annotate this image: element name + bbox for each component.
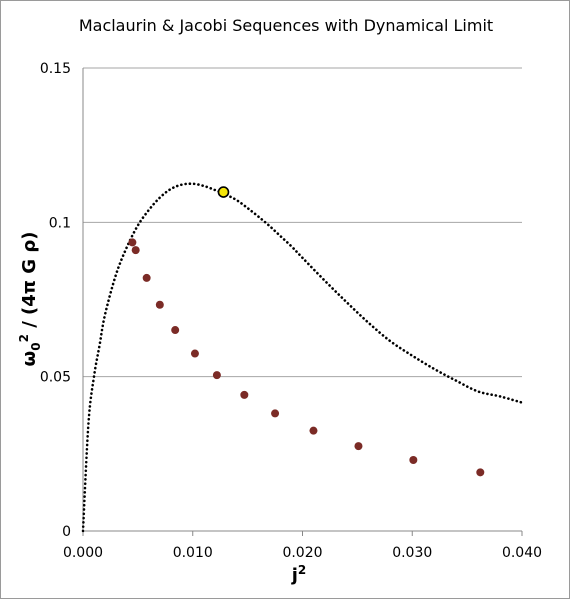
y-axis-label-rest: / (4π G ρ) bbox=[19, 232, 40, 335]
y-tick-label: 0 bbox=[62, 524, 71, 540]
data-markers bbox=[128, 186, 485, 477]
x-axis-label-main: j bbox=[291, 565, 298, 586]
jacobi-point bbox=[155, 300, 164, 309]
maximum-point-marker bbox=[217, 186, 230, 198]
jacobi-point bbox=[354, 442, 363, 451]
chart-title: Maclaurin & Jacobi Sequences with Dynami… bbox=[79, 16, 493, 35]
jacobi-point bbox=[271, 409, 280, 418]
y-axis-label-sup: 2 bbox=[17, 334, 31, 342]
grid-lines bbox=[83, 67, 522, 378]
x-tick-label: 0.020 bbox=[282, 545, 322, 561]
y-tick-label: 0.1 bbox=[49, 215, 71, 231]
jacobi-point bbox=[171, 326, 180, 335]
x-axis-label-sup: 2 bbox=[298, 563, 306, 577]
jacobi-point bbox=[309, 426, 318, 435]
jacobi-point bbox=[142, 273, 151, 282]
y-tick-labels: 0 0.05 0.1 0.15 bbox=[40, 61, 71, 540]
jacobi-point bbox=[190, 349, 199, 358]
x-tick-label: 0.000 bbox=[63, 545, 103, 561]
x-tick-label: 0.040 bbox=[502, 545, 542, 561]
y-tick-label: 0.15 bbox=[40, 61, 71, 77]
x-axis-label: j2 bbox=[291, 563, 307, 586]
y-axis-label-sub: 0 bbox=[29, 342, 43, 350]
y-tick-label: 0.05 bbox=[40, 370, 71, 386]
y-axis-label: ω02 / (4π G ρ) bbox=[17, 232, 43, 367]
dynamical-limit-curve bbox=[81, 182, 524, 533]
x-tick-label: 0.010 bbox=[173, 545, 213, 561]
jacobi-point bbox=[131, 246, 140, 255]
x-tick-label: 0.030 bbox=[392, 545, 432, 561]
y-axis-label-omega: ω bbox=[19, 351, 40, 367]
jacobi-point bbox=[409, 456, 418, 465]
jacobi-point bbox=[476, 468, 485, 477]
x-tick-labels: 0.000 0.010 0.020 0.030 0.040 bbox=[63, 531, 542, 561]
jacobi-point bbox=[240, 390, 249, 399]
jacobi-point bbox=[212, 371, 221, 380]
jacobi-point bbox=[128, 238, 137, 247]
